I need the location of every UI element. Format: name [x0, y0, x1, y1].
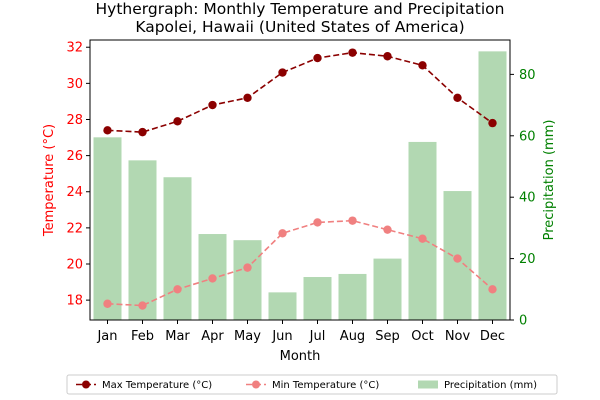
precip-bar-oct	[408, 141, 437, 320]
max-temp-point-sep	[383, 52, 392, 61]
min-temp-point-mar	[173, 285, 182, 294]
chart-title-line2: Kapolei, Hawaii (United States of Americ…	[135, 18, 464, 36]
max-temp-point-may	[243, 93, 252, 103]
min-temp-point-jun	[278, 229, 287, 238]
x-tick-label-dec: Dec	[480, 329, 505, 344]
max-temp-point-dec	[488, 118, 497, 128]
max-temp-point-jan	[103, 126, 112, 135]
right-tick-label: 20	[519, 252, 536, 267]
precipitation-bars	[93, 51, 507, 320]
min-temp-line	[107, 219, 494, 307]
left-tick-label: 20	[66, 258, 83, 273]
max-temp-point-nov	[453, 93, 462, 103]
legend-bar-swatch	[418, 380, 438, 389]
x-tick-label-may: May	[234, 329, 261, 344]
min-temp-point-jul	[313, 218, 322, 227]
x-tick-label-jan: Jan	[96, 329, 117, 344]
legend-label: Precipitation (mm)	[444, 380, 537, 391]
min-temp-point-nov	[453, 254, 462, 263]
left-tick-label: 26	[66, 149, 83, 164]
min-temp-point-feb	[138, 301, 147, 310]
right-tick-label: 60	[519, 129, 536, 144]
right-tick-label: 40	[519, 191, 536, 206]
x-tick-label-feb: Feb	[131, 329, 154, 344]
max-temp-point-oct	[418, 61, 427, 70]
legend-item-1: Min Temperature (°C)	[246, 380, 379, 391]
precip-bar-may	[233, 240, 262, 320]
min-temp-point-dec	[488, 285, 497, 294]
temperature-lines	[103, 48, 497, 310]
legend-item-0: Max Temperature (°C)	[76, 380, 212, 391]
precip-bar-dec	[478, 51, 507, 320]
chart-title-line1: Hythergraph: Monthly Temperature and Pre…	[96, 0, 505, 18]
x-tick-label-apr: Apr	[201, 329, 224, 344]
min-temp-point-apr	[208, 274, 217, 283]
min-temp-point-oct	[418, 234, 427, 243]
left-tick-label: 28	[66, 113, 83, 128]
min-temp-point-sep	[383, 225, 392, 234]
x-tick-label-oct: Oct	[411, 329, 433, 344]
x-tick-label-nov: Nov	[445, 329, 471, 344]
right-tick-label: 0	[519, 314, 527, 329]
left-tick-label: 22	[66, 221, 83, 236]
precip-bar-jun	[268, 292, 297, 320]
precip-bar-jan	[93, 137, 122, 320]
max-temp-point-mar	[173, 117, 182, 126]
precip-bar-sep	[373, 258, 402, 320]
precip-bar-mar	[163, 177, 192, 320]
x-axis-label: Month	[280, 349, 321, 364]
max-temp-point-aug	[348, 48, 357, 57]
max-temp-point-jul	[313, 53, 322, 63]
right-y-axis-label: Precipitation (mm)	[542, 120, 557, 241]
max-temp-point-feb	[138, 127, 147, 137]
axes: 18 20 22 24 26 28 30 32 0 20 40 60 80 Jan Feb Mar Apr May…	[66, 39, 536, 344]
max-temp-point-apr	[208, 100, 217, 110]
left-tick-label: 18	[66, 294, 83, 309]
precip-bar-jul	[303, 277, 332, 320]
legend-marker	[82, 380, 90, 389]
min-temp-point-may	[243, 263, 252, 272]
left-tick-label: 30	[66, 77, 83, 92]
left-y-axis-label: Temperature (°C)	[42, 124, 57, 237]
plot-frame	[89, 39, 511, 321]
right-tick-label: 80	[519, 68, 536, 83]
min-temp-point-jan	[103, 299, 112, 308]
x-tick-label-jun: Jun	[271, 329, 292, 344]
x-tick-label-mar: Mar	[165, 329, 190, 344]
legend: Max Temperature (°C) Min Temperature (°C)…	[66, 374, 558, 395]
legend-frame	[66, 374, 558, 395]
precip-bar-feb	[128, 160, 157, 320]
x-tick-label-jul: Jul	[309, 329, 326, 344]
max-temp-point-jun	[278, 68, 287, 77]
left-tick-label: 32	[66, 41, 83, 56]
max-temp-line	[107, 51, 493, 133]
precip-bar-aug	[338, 273, 367, 320]
legend-label: Max Temperature (°C)	[102, 380, 212, 391]
legend-item-2: Precipitation (mm)	[418, 380, 537, 391]
left-tick-label: 24	[66, 185, 83, 200]
x-tick-label-sep: Sep	[375, 329, 400, 344]
legend-marker	[252, 380, 260, 389]
legend-label: Min Temperature (°C)	[272, 380, 379, 391]
x-tick-label-aug: Aug	[340, 329, 365, 344]
min-temp-point-aug	[348, 216, 357, 225]
